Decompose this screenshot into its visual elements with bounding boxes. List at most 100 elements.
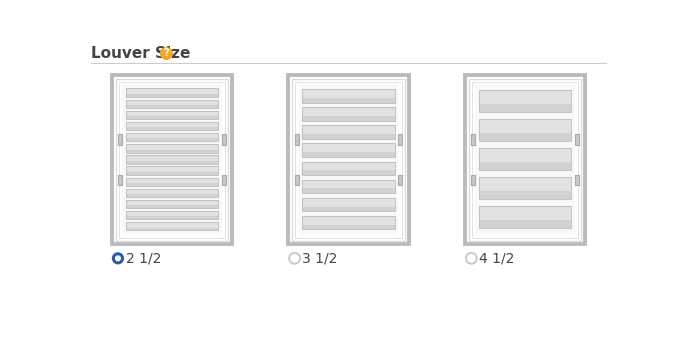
Bar [222,175,226,185]
Bar [398,134,403,145]
Bar [294,134,299,145]
Bar [126,227,218,230]
Bar [303,143,394,152]
Bar [479,220,571,228]
Circle shape [112,253,123,264]
Bar [303,134,394,139]
Bar [126,183,218,186]
Bar [126,111,218,119]
Bar [303,216,394,225]
Circle shape [116,256,120,261]
Bar [465,75,585,245]
Bar [126,216,218,219]
Bar [303,152,394,157]
Bar [126,172,218,175]
Bar [126,200,218,205]
Text: 4 1/2: 4 1/2 [479,251,515,265]
Bar [126,94,218,97]
Bar [303,198,394,211]
Bar [126,200,218,208]
Bar [112,75,232,245]
Bar [479,162,571,170]
Bar [472,82,578,237]
Bar [126,122,218,127]
Bar [122,85,222,235]
Circle shape [160,48,172,59]
Bar [126,155,218,164]
Bar [479,104,571,112]
Bar [126,222,218,227]
Bar [126,133,218,138]
Bar [479,177,571,191]
Bar [479,148,571,170]
Bar [479,177,571,199]
Bar [479,90,571,112]
Bar [303,180,394,188]
Bar [126,155,218,161]
Bar [303,162,394,171]
Bar [479,191,571,199]
Bar [479,119,571,141]
Bar [292,79,405,241]
Bar [303,198,394,206]
Bar [303,206,394,211]
Bar [126,194,218,197]
Bar [303,107,394,116]
Bar [303,188,394,193]
Bar [303,180,394,193]
Bar [479,119,571,134]
Circle shape [289,253,300,264]
Circle shape [466,253,477,264]
Bar [303,89,394,98]
Bar [126,89,218,94]
Bar [126,189,218,197]
Bar [126,127,218,130]
Text: ?: ? [164,48,169,58]
Bar [303,162,394,175]
Bar [126,100,218,108]
Bar [222,134,226,145]
Bar [303,116,394,121]
Bar [118,134,122,145]
Bar [126,89,218,97]
Bar [575,175,579,185]
Bar [295,82,402,237]
Bar [126,111,218,116]
Bar [479,206,571,228]
Bar [126,116,218,119]
Bar [126,122,218,130]
Bar [126,222,218,230]
Text: 2 1/2: 2 1/2 [126,251,161,265]
Bar [303,171,394,175]
Bar [303,125,394,134]
Bar [299,85,398,235]
Bar [303,143,394,157]
Bar [126,144,218,150]
Bar [126,205,218,208]
Bar [479,90,571,104]
Bar [116,79,228,241]
Text: Louver Size: Louver Size [91,46,190,61]
Bar [398,175,403,185]
Bar [126,211,218,219]
Bar [303,225,394,229]
Bar [126,144,218,152]
Bar [126,150,218,152]
Bar [126,178,218,183]
Bar [126,189,218,194]
Bar [126,167,218,175]
Bar [303,98,394,103]
Bar [303,125,394,139]
Bar [471,134,475,145]
Bar [126,167,218,172]
Bar [471,175,475,185]
Text: 3 1/2: 3 1/2 [303,251,338,265]
Bar [126,161,218,164]
Bar [288,75,409,245]
Bar [479,134,571,141]
Bar [118,175,122,185]
Bar [126,105,218,108]
Bar [126,138,218,141]
Bar [126,211,218,216]
Bar [126,178,218,186]
